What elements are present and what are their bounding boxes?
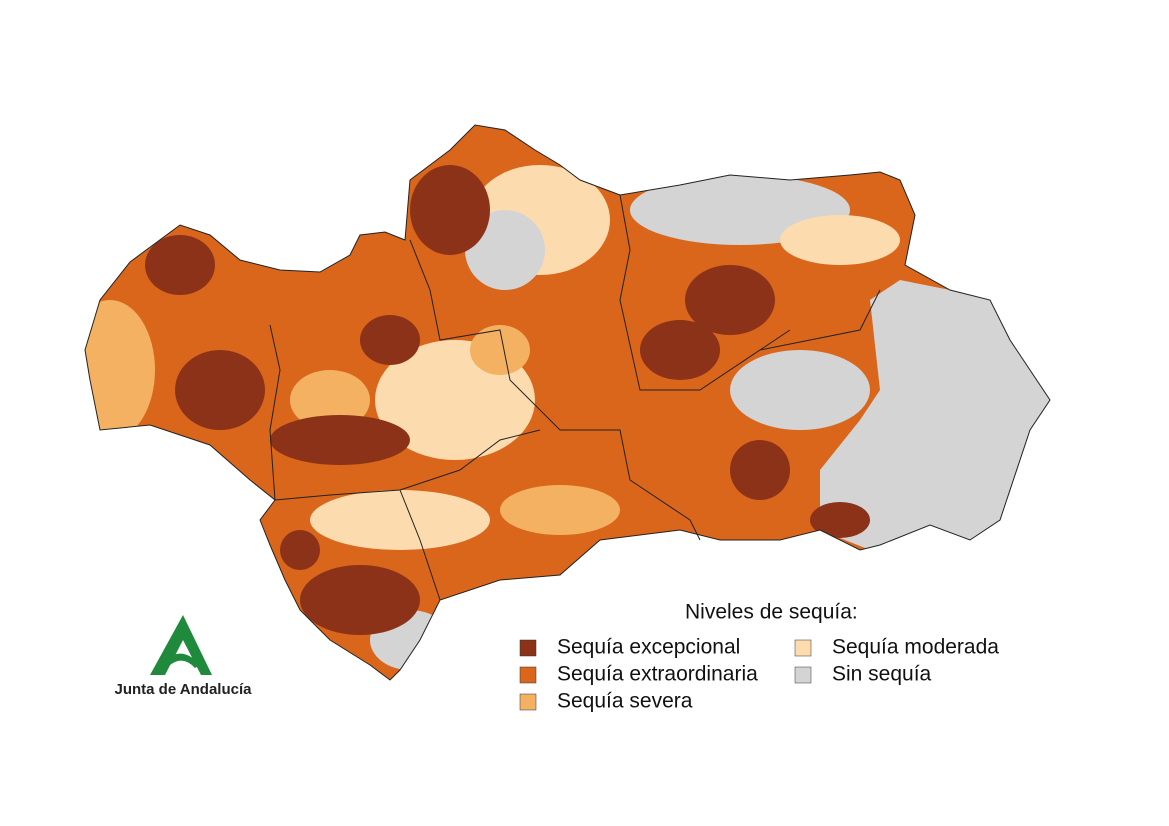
legend-label: Sequía excepcional (557, 636, 740, 659)
map-zone (290, 370, 370, 430)
legend-label: Sequía severa (557, 690, 693, 713)
map-zone (310, 490, 490, 550)
legend-title: Niveles de sequía: (685, 601, 858, 624)
legend-label: Sequía extraordinaria (557, 663, 758, 686)
map-zone (810, 502, 870, 538)
legend-swatch (794, 639, 812, 657)
map-zone (780, 215, 900, 265)
legend-label: Sequía moderada (832, 636, 999, 659)
map-zone (730, 350, 870, 430)
legend-swatch (519, 639, 537, 657)
map-zone (85, 300, 155, 440)
map-zone (500, 485, 620, 535)
map-zone (280, 530, 320, 570)
legend-swatch (519, 666, 537, 684)
map-zone (270, 415, 410, 465)
map-zone (730, 440, 790, 500)
map-zone (820, 280, 1050, 550)
map-zone (640, 320, 720, 380)
legend: Sequía excepcional Sequía extraordinaria S… (519, 636, 999, 713)
logo-mark (165, 653, 200, 668)
map-zone (145, 235, 215, 295)
logo-text: Junta de Andalucía (115, 681, 253, 698)
logo-mark (150, 615, 212, 675)
map-zone (685, 265, 775, 335)
logo: Junta de Andalucía (115, 615, 253, 698)
map-zone (175, 350, 265, 430)
legend-swatch (519, 693, 537, 711)
map-zone (360, 315, 420, 365)
legend-label: Sin sequía (832, 663, 932, 686)
legend-swatch (794, 666, 812, 684)
map-zone (300, 565, 420, 635)
map-zone (470, 325, 530, 375)
map-zone (410, 165, 490, 255)
province-borders (84, 124, 1051, 681)
